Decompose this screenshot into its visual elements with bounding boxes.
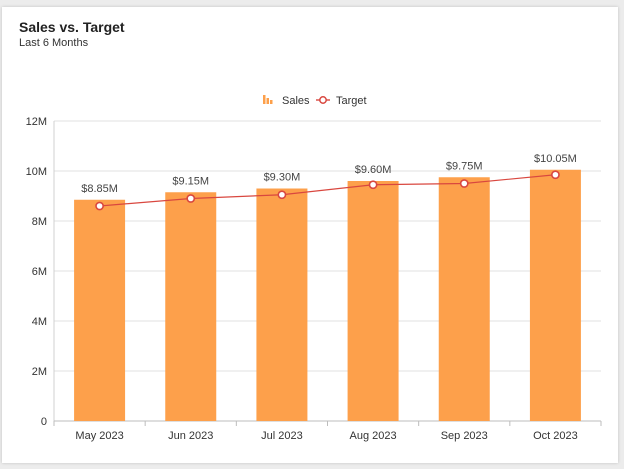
y-tick-label: 2M xyxy=(32,366,47,378)
data-label: $9.60M xyxy=(355,164,392,176)
x-tick-label: Sep 2023 xyxy=(441,430,488,442)
x-tick-label: May 2023 xyxy=(75,430,123,442)
target-line xyxy=(99,174,556,207)
x-tick-label: Jul 2023 xyxy=(261,430,303,442)
legend-sales-icon-bar xyxy=(266,98,269,104)
bar-sales[interactable] xyxy=(165,192,217,421)
y-tick-label: 10M xyxy=(26,166,47,178)
legend-sales-icon-bar xyxy=(270,100,273,104)
chart-subtitle: Last 6 Months xyxy=(19,37,89,49)
bar-sales[interactable] xyxy=(74,199,126,421)
data-label: $9.15M xyxy=(172,175,209,187)
data-label: $8.85M xyxy=(81,183,118,195)
legend-target-marker xyxy=(319,96,327,104)
data-label: $9.30M xyxy=(264,172,301,184)
legend-sales-icon xyxy=(263,95,266,104)
bar-sales[interactable] xyxy=(256,188,308,422)
target-point[interactable] xyxy=(368,180,378,190)
y-tick-label: 8M xyxy=(32,216,47,228)
bar-sales[interactable] xyxy=(438,177,490,421)
target-point[interactable] xyxy=(95,201,104,211)
target-point[interactable] xyxy=(551,170,560,180)
target-point[interactable] xyxy=(186,194,196,203)
target-point[interactable] xyxy=(277,190,287,200)
x-tick-label: Jun 2023 xyxy=(168,430,213,442)
data-label: $10.05M xyxy=(534,153,577,165)
chart-title: Sales vs. Target xyxy=(19,19,125,35)
y-tick-label: 4M xyxy=(32,316,47,328)
y-tick-label: 12M xyxy=(26,116,47,128)
x-tick-label: Oct 2023 xyxy=(533,430,578,442)
y-tick-label: 0 xyxy=(41,416,47,428)
x-tick-label: Aug 2023 xyxy=(350,430,397,442)
legend-target-label[interactable]: Target xyxy=(336,95,367,107)
bar-sales[interactable] xyxy=(347,181,399,421)
legend-sales-label[interactable]: Sales xyxy=(282,95,310,107)
target-point[interactable] xyxy=(459,179,469,188)
y-tick-label: 6M xyxy=(32,266,47,278)
data-label: $9.75M xyxy=(446,160,483,172)
bar-sales[interactable] xyxy=(529,169,581,421)
